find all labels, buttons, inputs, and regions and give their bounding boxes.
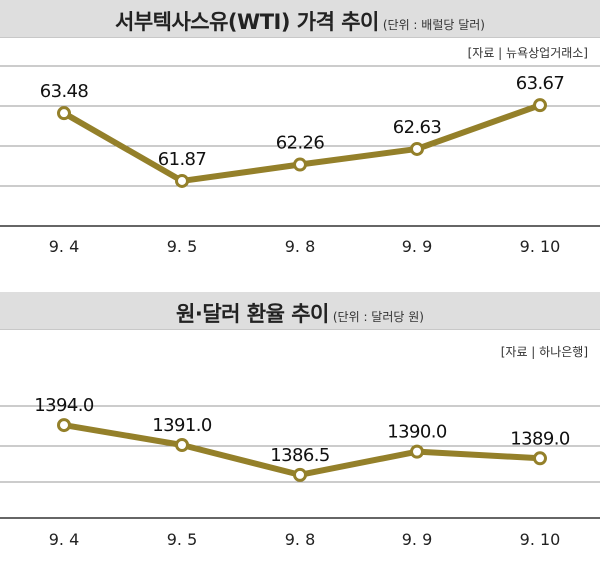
data-label: 1390.0: [387, 422, 447, 443]
data-point: [410, 444, 424, 459]
x-tick-label: 9. 10: [520, 237, 561, 256]
exchange-rate-chart-panel: 원·달러 환율 추이 (단위 : 달러당 원) [자료 | 하나은행] 1394…: [0, 292, 600, 575]
x-tick-label: 9. 5: [167, 237, 198, 256]
exchange-rate-line-chart: 1394.0 9. 4 1391.0 9. 5 1386.5 9. 8 1390.0 9. 9…: [0, 395, 600, 549]
source-note: [자료 | 하나은행]: [500, 345, 588, 359]
chart-title-bar: [0, 0, 600, 38]
data-label: 63.67: [516, 73, 565, 94]
data-point: [293, 467, 307, 482]
data-point: [175, 438, 189, 452]
data-point: [293, 157, 307, 172]
wti-price-chart-panel: 서부텍사스유(WTI) 가격 추이 (단위 : 배럴당 달러) [자료 | 뉴욕…: [0, 0, 600, 285]
source-note: [자료 | 뉴욕상업거래소]: [467, 46, 588, 60]
chart-title-bar: [0, 292, 600, 330]
data-label: 1394.0: [34, 395, 94, 416]
x-tick-label: 9. 9: [402, 237, 433, 256]
x-tick-label: 9. 4: [49, 237, 80, 256]
data-label: 62.63: [393, 117, 442, 138]
chart-title: 서부텍사스유(WTI) 가격 추이: [115, 10, 379, 34]
data-point: [175, 173, 189, 188]
wti-line-chart: 63.48 9. 4 61.87 9. 5 62.26 9. 8 62.63 9. 9 63.6…: [0, 65, 600, 256]
unit-note: (단위 : 달러당 원): [332, 310, 424, 324]
x-tick-label: 9. 5: [167, 530, 198, 549]
data-point: [410, 141, 424, 156]
data-point: [57, 418, 71, 433]
x-tick-label: 9. 8: [285, 530, 316, 549]
data-point: [533, 98, 547, 113]
data-label: 1389.0: [510, 428, 570, 449]
data-label: 62.26: [276, 133, 325, 154]
data-label: 63.48: [40, 81, 89, 102]
x-tick-label: 9. 10: [520, 530, 561, 549]
data-label: 1386.5: [270, 445, 329, 466]
unit-note: (단위 : 배럴당 달러): [382, 18, 485, 32]
x-tick-label: 9. 4: [49, 530, 80, 549]
x-tick-label: 9. 9: [402, 530, 433, 549]
data-label: 61.87: [158, 149, 207, 170]
chart-title: 원·달러 환율 추이: [176, 302, 329, 326]
data-point: [533, 451, 547, 466]
data-point: [57, 106, 71, 121]
data-label: 1391.0: [152, 415, 212, 436]
x-tick-label: 9. 8: [285, 237, 316, 256]
